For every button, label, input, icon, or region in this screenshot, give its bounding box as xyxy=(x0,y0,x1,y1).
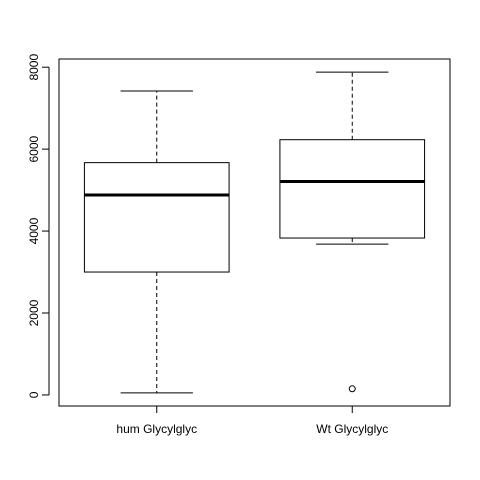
y-tick-label: 2000 xyxy=(27,299,41,326)
plot-frame xyxy=(58,58,451,407)
x-tick-label: Wt Glycylglyc xyxy=(316,422,388,436)
y-tick-label: 4000 xyxy=(27,217,41,244)
box-group xyxy=(279,71,426,393)
x-tick-label: hum Glycylglyc xyxy=(116,422,197,436)
y-tick-label: 6000 xyxy=(27,135,41,162)
box-group xyxy=(83,90,230,394)
iqr-box xyxy=(279,139,426,239)
y-axis: 0 2000 4000 6000 8000 xyxy=(27,54,50,398)
outlier-point xyxy=(348,385,356,393)
x-axis-labels: hum Glycylglyc Wt Glycylglyc xyxy=(116,406,388,436)
y-tick-label: 0 xyxy=(27,391,41,398)
boxes xyxy=(83,71,426,394)
iqr-box xyxy=(83,162,230,273)
y-tick-label: 8000 xyxy=(27,54,41,81)
